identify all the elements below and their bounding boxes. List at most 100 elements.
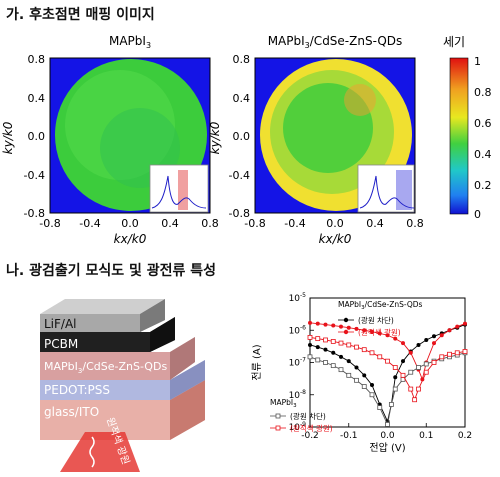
data-point (323, 337, 328, 343)
svg-text:0.4: 0.4 (28, 92, 46, 105)
colorbar-ticks: 1 0.8 0.6 0.4 0.2 0 (474, 55, 492, 221)
svg-text:-0.8: -0.8 (39, 217, 60, 230)
data-point (330, 339, 336, 344)
data-point (370, 383, 374, 388)
data-point (439, 354, 445, 360)
layer-label-pcbm: PCBM (44, 337, 78, 351)
data-point (432, 341, 436, 346)
data-point (369, 350, 375, 356)
x-tick-label: 0.2 (458, 431, 472, 441)
legend-mapbi-light: (원적색 광원) (290, 423, 333, 433)
svg-text:-0.4: -0.4 (284, 217, 305, 230)
x-axis-label-left: kx/k0 (114, 232, 147, 246)
y-axis-label-right: ky/k0 (210, 121, 222, 154)
data-point (369, 392, 375, 398)
y-ticks-left: 0.8 0.4 0.0 -0.4 -0.8 (24, 53, 45, 220)
panel-title-right: MAPbI3/CdSe-ZnS-QDs (268, 34, 403, 50)
svg-text:0.0: 0.0 (121, 217, 139, 230)
data-point (400, 372, 406, 378)
svg-text:-0.4: -0.4 (79, 217, 100, 230)
data-point (362, 373, 367, 378)
data-point (454, 350, 460, 356)
data-point (331, 350, 336, 355)
data-point (388, 402, 394, 407)
svg-text:0.8: 0.8 (201, 217, 219, 230)
y-tick-label: 10-6 (289, 324, 307, 336)
data-point (354, 344, 359, 350)
data-point (346, 325, 351, 330)
section-a-heading: 가. 후초점면 매핑 이미지 (6, 7, 155, 23)
data-point (455, 324, 460, 329)
data-point (401, 359, 405, 364)
data-point (408, 350, 413, 355)
mapping-panel-right: MAPbI3/CdSe-ZnS-QDs -0.8 -0.4 0.0 0.4 0.… (210, 34, 424, 246)
svg-text:0.4: 0.4 (161, 217, 179, 230)
data-point (377, 405, 383, 410)
svg-text:0.4: 0.4 (233, 92, 251, 105)
layer-label-pedot: PEDOT:PSS (44, 383, 110, 397)
data-point (423, 369, 429, 375)
data-point (385, 358, 390, 364)
data-point (338, 367, 344, 373)
data-point (401, 341, 405, 346)
layer-label-lifal: LiF/Al (44, 317, 77, 331)
svg-text:-0.4: -0.4 (24, 169, 45, 182)
data-point (416, 365, 421, 370)
svg-text:0.8: 0.8 (406, 217, 424, 230)
iv-chart: 10-5 10-6 10-7 10-8 10-9-0.2 -0.1 0.0 0.1 0.2 전압 … (251, 292, 472, 454)
colorbar: 세기 1 0.8 0.6 0.4 0.2 0 (443, 35, 492, 221)
y-tick-label: 10-8 (289, 389, 307, 401)
data-point (308, 342, 312, 347)
y-tick-label: 10-7 (289, 357, 307, 369)
data-point (315, 336, 321, 342)
data-point (393, 336, 398, 341)
data-point (339, 354, 343, 359)
legend-qd-title: MAPbI3/CdSe-ZnS-QDs (338, 300, 423, 311)
section-b-heading: 나. 광검출기 모식도 및 광전류 특성 (6, 263, 217, 279)
legend-qd-light: (원적색 광원) (358, 327, 401, 337)
light-beam (60, 432, 140, 472)
svg-text:0.2: 0.2 (474, 179, 492, 192)
y-tick-label: 10-5 (289, 292, 307, 304)
data-point (447, 328, 452, 333)
data-point (370, 329, 374, 334)
y-ticks-right: 0.8 0.4 0.0 -0.4 -0.8 (229, 53, 250, 220)
inset-highlight (178, 170, 188, 210)
data-point (416, 342, 421, 347)
x-tick-label: -0.1 (340, 431, 358, 441)
colorbar-label: 세기 (443, 35, 465, 49)
data-point (323, 347, 328, 352)
data-point (408, 369, 414, 375)
svg-text:0: 0 (474, 208, 481, 221)
x-axis-label-right: kx/k0 (319, 232, 352, 246)
data-point (330, 363, 336, 369)
data-point (331, 323, 336, 328)
data-point (416, 386, 421, 392)
x-tick-label: -0.2 (301, 431, 319, 441)
data-point (377, 354, 383, 360)
data-point (307, 354, 313, 360)
x-tick-label: 0.1 (419, 431, 433, 441)
y-axis-label-left: ky/k0 (1, 121, 15, 154)
layer-label-glass-ito: glass/ITO (44, 405, 99, 419)
y-tick-label: 10-9 (289, 421, 307, 433)
data-point (439, 333, 444, 338)
data-point (412, 397, 418, 403)
data-point (354, 326, 359, 331)
data-point (362, 328, 367, 333)
data-point (463, 321, 467, 326)
data-point (361, 347, 367, 353)
data-point (447, 351, 452, 357)
data-point (408, 386, 414, 392)
svg-text:0.8: 0.8 (28, 53, 46, 66)
data-point (354, 365, 359, 370)
data-point (315, 357, 321, 363)
svg-text:-0.4: -0.4 (229, 169, 250, 182)
x-tick-label: 0.0 (380, 431, 395, 441)
data-point (339, 324, 343, 329)
layer-label-perovskite: MAPbI3/CdSe-ZnS-QDs (44, 360, 167, 375)
data-point (338, 340, 344, 346)
svg-text:0.8: 0.8 (474, 86, 492, 99)
svg-text:0.4: 0.4 (474, 148, 492, 161)
device-schematic: LiF/Al PCBM MAPbI3/CdSe-ZnS-QDs PEDOT:PS… (40, 299, 205, 472)
